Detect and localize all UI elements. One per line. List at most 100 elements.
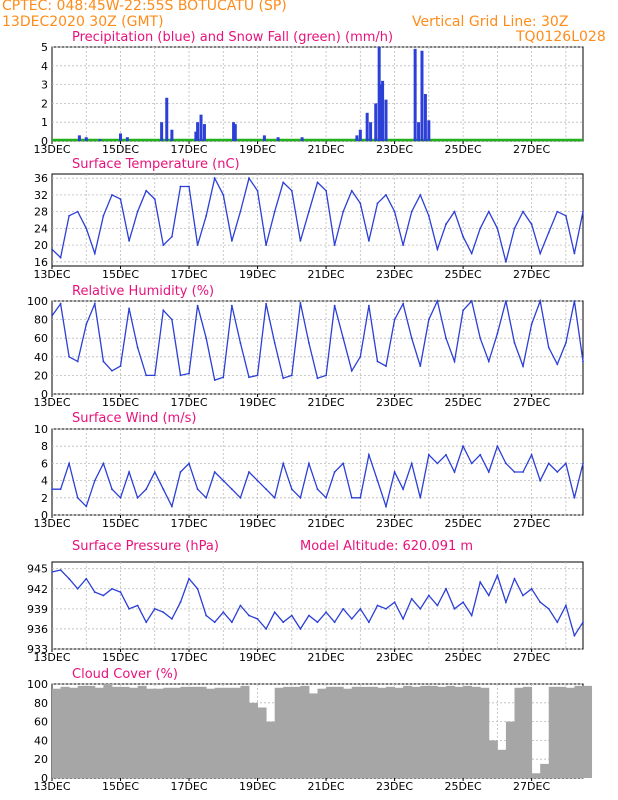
precip-bar: [427, 120, 431, 141]
data-point: [513, 577, 516, 580]
data-point: [453, 607, 456, 610]
data-point: [479, 581, 482, 583]
y-tick-label: 100: [27, 295, 48, 308]
data-point: [445, 587, 447, 590]
y-tick-label: 40: [34, 734, 48, 747]
data-point: [385, 365, 387, 367]
cloud-bar: [291, 686, 301, 778]
data-point: [539, 601, 542, 604]
y-tick-label: 100: [27, 678, 48, 691]
data-point: [376, 604, 379, 607]
cloud-bar: [129, 687, 139, 778]
data-point: [265, 628, 268, 630]
data-point: [265, 244, 268, 246]
data-point: [505, 260, 507, 263]
data-point: [367, 240, 370, 242]
data-point: [445, 453, 447, 456]
cloud-bar: [257, 707, 267, 778]
data-point: [213, 177, 216, 180]
data-point: [188, 577, 190, 580]
precip-bar: [232, 122, 236, 141]
panel-title: Precipitation (blue) and Snow Fall (gree…: [72, 30, 393, 45]
x-tick-label: 17DEC: [170, 396, 207, 409]
data-point: [427, 594, 430, 597]
data-point: [496, 574, 499, 577]
data-point: [93, 591, 96, 594]
data-point: [299, 240, 302, 242]
precip-bar: [377, 47, 381, 141]
x-tick-label: 27DEC: [513, 268, 550, 281]
data-point: [308, 462, 310, 465]
data-point: [496, 332, 499, 335]
data-point: [316, 488, 319, 491]
data-point: [573, 252, 576, 255]
cloud-bar: [52, 688, 62, 778]
precip-bar: [300, 137, 304, 141]
data-point: [308, 210, 310, 213]
cloud-bar: [163, 687, 173, 778]
y-tick-label: 4: [41, 475, 48, 488]
data-point: [487, 210, 490, 213]
data-point: [393, 601, 396, 604]
data-point: [290, 374, 293, 377]
data-point: [410, 597, 413, 600]
x-tick-label: 19DEC: [239, 517, 276, 530]
data-point: [85, 323, 88, 326]
cloud-bar: [146, 688, 156, 778]
data-point: [282, 462, 285, 465]
cloud-bar: [111, 686, 121, 778]
data-point: [402, 488, 405, 491]
data-point: [539, 252, 542, 255]
data-point: [530, 223, 533, 226]
precip-bar: [369, 122, 373, 141]
cloud-bar: [77, 685, 87, 778]
cloud-bar: [300, 685, 310, 778]
x-tick-label: 17DEC: [170, 780, 207, 793]
data-point: [333, 304, 336, 307]
cloud-bar: [403, 685, 413, 778]
data-point: [556, 210, 559, 213]
cloud-bar: [103, 684, 113, 778]
cloud-bar: [60, 686, 70, 778]
precip-bar: [196, 122, 200, 141]
data-point: [239, 210, 242, 213]
data-point: [547, 231, 550, 234]
data-point: [256, 189, 259, 192]
precip-bar: [98, 139, 102, 141]
x-tick-label: 25DEC: [445, 780, 482, 793]
x-tick-label: 21DEC: [308, 268, 345, 281]
data-point: [136, 496, 139, 499]
y-tick-label: 16: [34, 256, 48, 269]
data-point: [222, 611, 225, 614]
data-point: [145, 621, 148, 624]
precip-bar: [417, 122, 421, 141]
data-point: [350, 369, 353, 372]
x-tick-label: 19DEC: [239, 651, 276, 664]
data-point: [522, 210, 524, 213]
data-point: [505, 601, 507, 604]
data-point: [470, 300, 473, 302]
data-point: [128, 607, 130, 610]
data-point: [256, 479, 259, 482]
x-tick-label: 21DEC: [308, 517, 345, 530]
data-point: [153, 374, 156, 377]
data-point: [230, 621, 233, 624]
cloud-bar: [308, 693, 318, 778]
data-point: [342, 337, 345, 340]
data-point: [427, 214, 430, 217]
data-point: [325, 189, 327, 192]
data-point: [119, 365, 122, 367]
data-point: [248, 376, 250, 379]
data-point: [359, 355, 362, 358]
data-point: [299, 496, 302, 499]
data-point: [564, 214, 567, 217]
data-point: [402, 302, 405, 305]
data-point: [462, 309, 464, 312]
data-point: [222, 194, 225, 196]
cloud-bar: [326, 686, 336, 778]
data-point: [453, 210, 456, 213]
data-point: [453, 360, 456, 363]
cloud-bar: [360, 686, 370, 778]
data-point: [436, 300, 439, 302]
chart-header: CPTEC: 048:45W-22:55S BOTUCATU (SP) 13DE…: [0, 0, 618, 46]
